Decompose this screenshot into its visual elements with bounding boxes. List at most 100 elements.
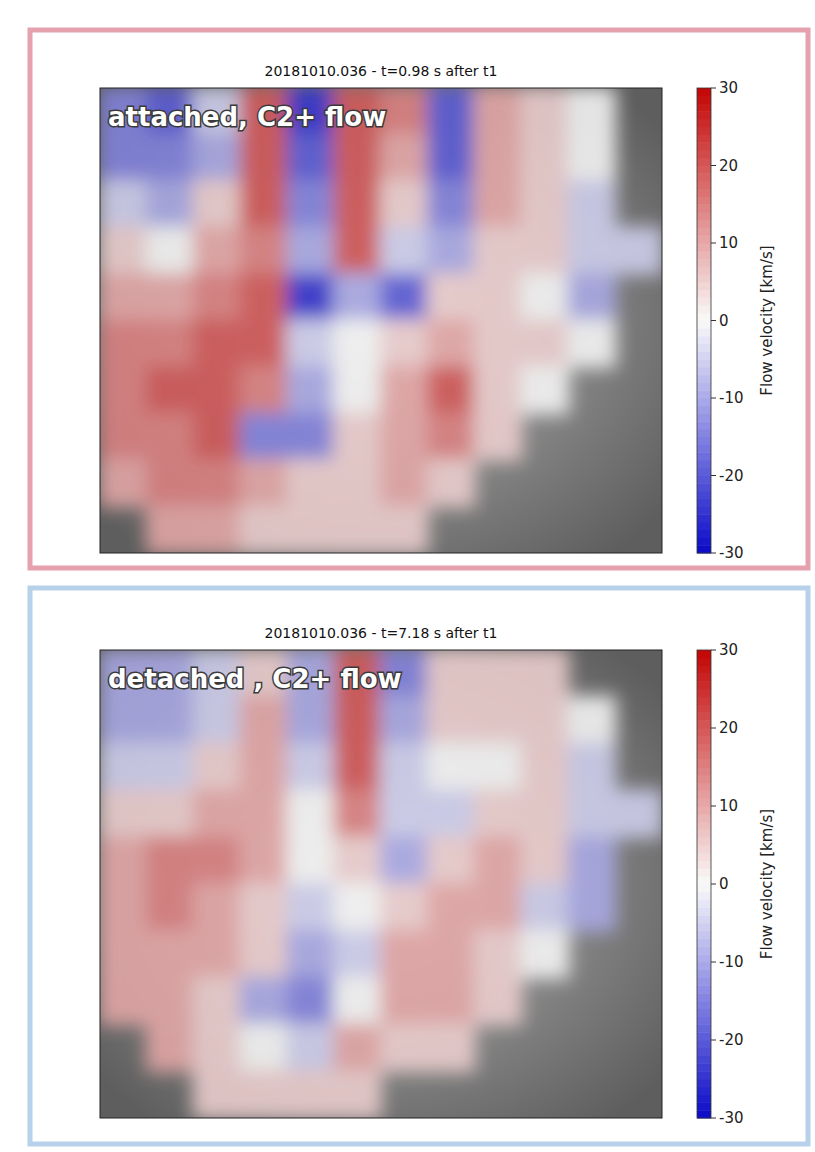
cell — [474, 227, 523, 276]
colorbar-segment — [697, 720, 711, 728]
colorbar-tick — [711, 962, 716, 963]
colorbar-segment — [697, 313, 711, 321]
colorbar-tick-label: 0 — [719, 875, 729, 893]
cell — [333, 696, 382, 745]
colorbar-segment — [697, 367, 711, 375]
colorbar-label: Flow velocity [km/s] — [758, 809, 776, 959]
cell — [333, 413, 382, 462]
cell — [100, 789, 148, 838]
plot-area — [100, 88, 662, 553]
colorbar-tick-label: -20 — [719, 1031, 744, 1049]
camera-background — [100, 88, 662, 553]
colorbar-segment — [697, 822, 711, 830]
cell — [240, 789, 289, 838]
cell — [240, 696, 289, 745]
colorbar-segment — [697, 1087, 711, 1095]
colorbar-segment — [697, 1079, 711, 1087]
cell — [567, 320, 616, 369]
cell — [521, 227, 570, 276]
cell — [240, 227, 289, 276]
colorbar-segment — [697, 507, 711, 515]
colorbar-segment — [697, 666, 711, 674]
cell — [474, 883, 523, 932]
cell — [240, 134, 289, 183]
colorbar-segment — [697, 499, 711, 507]
cell — [146, 366, 195, 415]
colorbar-tick-label: -30 — [719, 544, 744, 562]
colorbar-segment — [697, 728, 711, 736]
cell — [521, 743, 570, 792]
cell — [614, 227, 662, 276]
colorbar-segment — [697, 173, 711, 181]
colorbar-segment — [697, 985, 711, 993]
cell — [286, 506, 335, 554]
cell — [380, 506, 429, 554]
colorbar-segment — [697, 1001, 711, 1009]
cell — [380, 977, 429, 1026]
colorbar-segment — [697, 476, 711, 484]
colorbar-tick-label: -10 — [719, 953, 744, 971]
cell — [193, 930, 242, 979]
cell — [286, 883, 335, 932]
colorbar-segment — [697, 352, 711, 360]
cell — [474, 930, 523, 979]
cell — [100, 366, 148, 415]
cell — [427, 180, 476, 229]
colorbar-tick — [711, 884, 716, 885]
colorbar-segment — [697, 876, 711, 884]
cell — [333, 134, 382, 183]
colorbar-segment — [697, 900, 711, 908]
cell — [286, 1070, 335, 1118]
colorbar-tick — [711, 650, 716, 651]
colorbar-segment — [697, 344, 711, 352]
colorbar-segment — [697, 445, 711, 453]
cell — [286, 1023, 335, 1072]
colorbar-segment — [697, 406, 711, 414]
cell — [286, 977, 335, 1026]
cell — [146, 743, 195, 792]
colorbar-segment — [697, 1048, 711, 1056]
colorbar-segment — [697, 383, 711, 391]
cell — [380, 930, 429, 979]
cell — [193, 227, 242, 276]
cell — [333, 930, 382, 979]
colorbar-segment — [697, 228, 711, 236]
cell — [100, 743, 148, 792]
cell — [100, 977, 148, 1026]
cell — [240, 413, 289, 462]
cell — [521, 836, 570, 885]
cell — [521, 366, 570, 415]
cell — [427, 413, 476, 462]
cell — [100, 883, 148, 932]
cell — [427, 273, 476, 322]
colorbar-segment — [697, 689, 711, 697]
colorbar-segment — [697, 359, 711, 367]
panel: 20181010.036 - t=0.98 s after t1attached… — [30, 30, 808, 568]
cell — [380, 883, 429, 932]
cell — [567, 883, 616, 932]
colorbar-tick-label: -20 — [719, 467, 744, 485]
colorbar-segment — [697, 96, 711, 104]
cell — [427, 366, 476, 415]
cell — [474, 88, 523, 136]
cell — [286, 366, 335, 415]
cell — [427, 930, 476, 979]
cell — [240, 836, 289, 885]
colorbar-tick-label: -10 — [719, 389, 744, 407]
colorbar-tick-label: 20 — [719, 157, 738, 175]
colorbar-segment — [697, 962, 711, 970]
colorbar-segment — [697, 398, 711, 406]
colorbar-segment — [697, 235, 711, 243]
cell — [474, 789, 523, 838]
cell — [427, 88, 476, 136]
colorbar: -30-20-100102030Flow velocity [km/s] — [697, 79, 776, 562]
cell — [193, 977, 242, 1026]
cell — [474, 134, 523, 183]
cell — [427, 789, 476, 838]
colorbar-segment — [697, 892, 711, 900]
colorbar-tick — [711, 1118, 716, 1119]
cell — [240, 366, 289, 415]
cell — [567, 273, 616, 322]
cell — [286, 227, 335, 276]
cell — [427, 883, 476, 932]
